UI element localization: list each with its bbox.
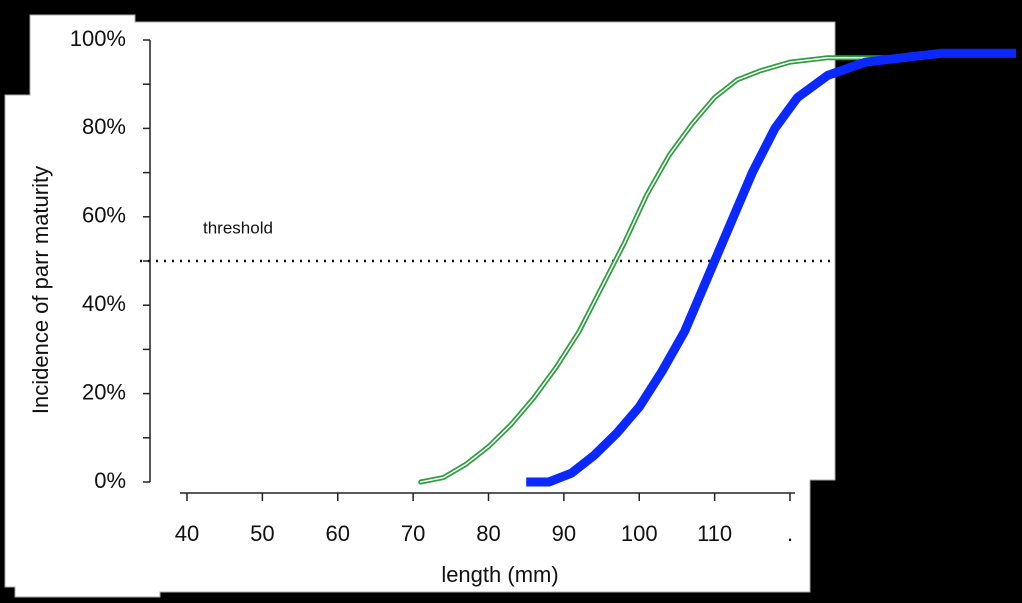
y-tick-label: 20% bbox=[82, 379, 126, 404]
series-line-core bbox=[419, 56, 904, 483]
y-tick-label: 0% bbox=[94, 468, 126, 493]
x-tick-label: 70 bbox=[401, 521, 425, 546]
y-tick-label: 60% bbox=[82, 203, 126, 228]
y-tick-label: 80% bbox=[82, 114, 126, 139]
y-tick-label: 100% bbox=[70, 26, 126, 51]
series-line bbox=[526, 48, 1017, 487]
x-tick-label: 80 bbox=[476, 521, 500, 546]
x-tick-label: 110 bbox=[697, 521, 732, 546]
y-axis-label: Incidence of parr maturity bbox=[28, 166, 53, 414]
y-tick-label: 40% bbox=[82, 291, 126, 316]
x-tick-label: . bbox=[787, 521, 793, 546]
annotation: threshold bbox=[203, 218, 273, 237]
panel bbox=[4, 14, 836, 598]
x-tick-label: 90 bbox=[552, 521, 576, 546]
x-tick-label: 50 bbox=[250, 521, 274, 546]
x-tick-label: 40 bbox=[175, 521, 199, 546]
x-tick-label: 60 bbox=[326, 521, 350, 546]
x-axis-label: length (mm) bbox=[441, 562, 558, 587]
x-tick-label: 100 bbox=[621, 521, 658, 546]
